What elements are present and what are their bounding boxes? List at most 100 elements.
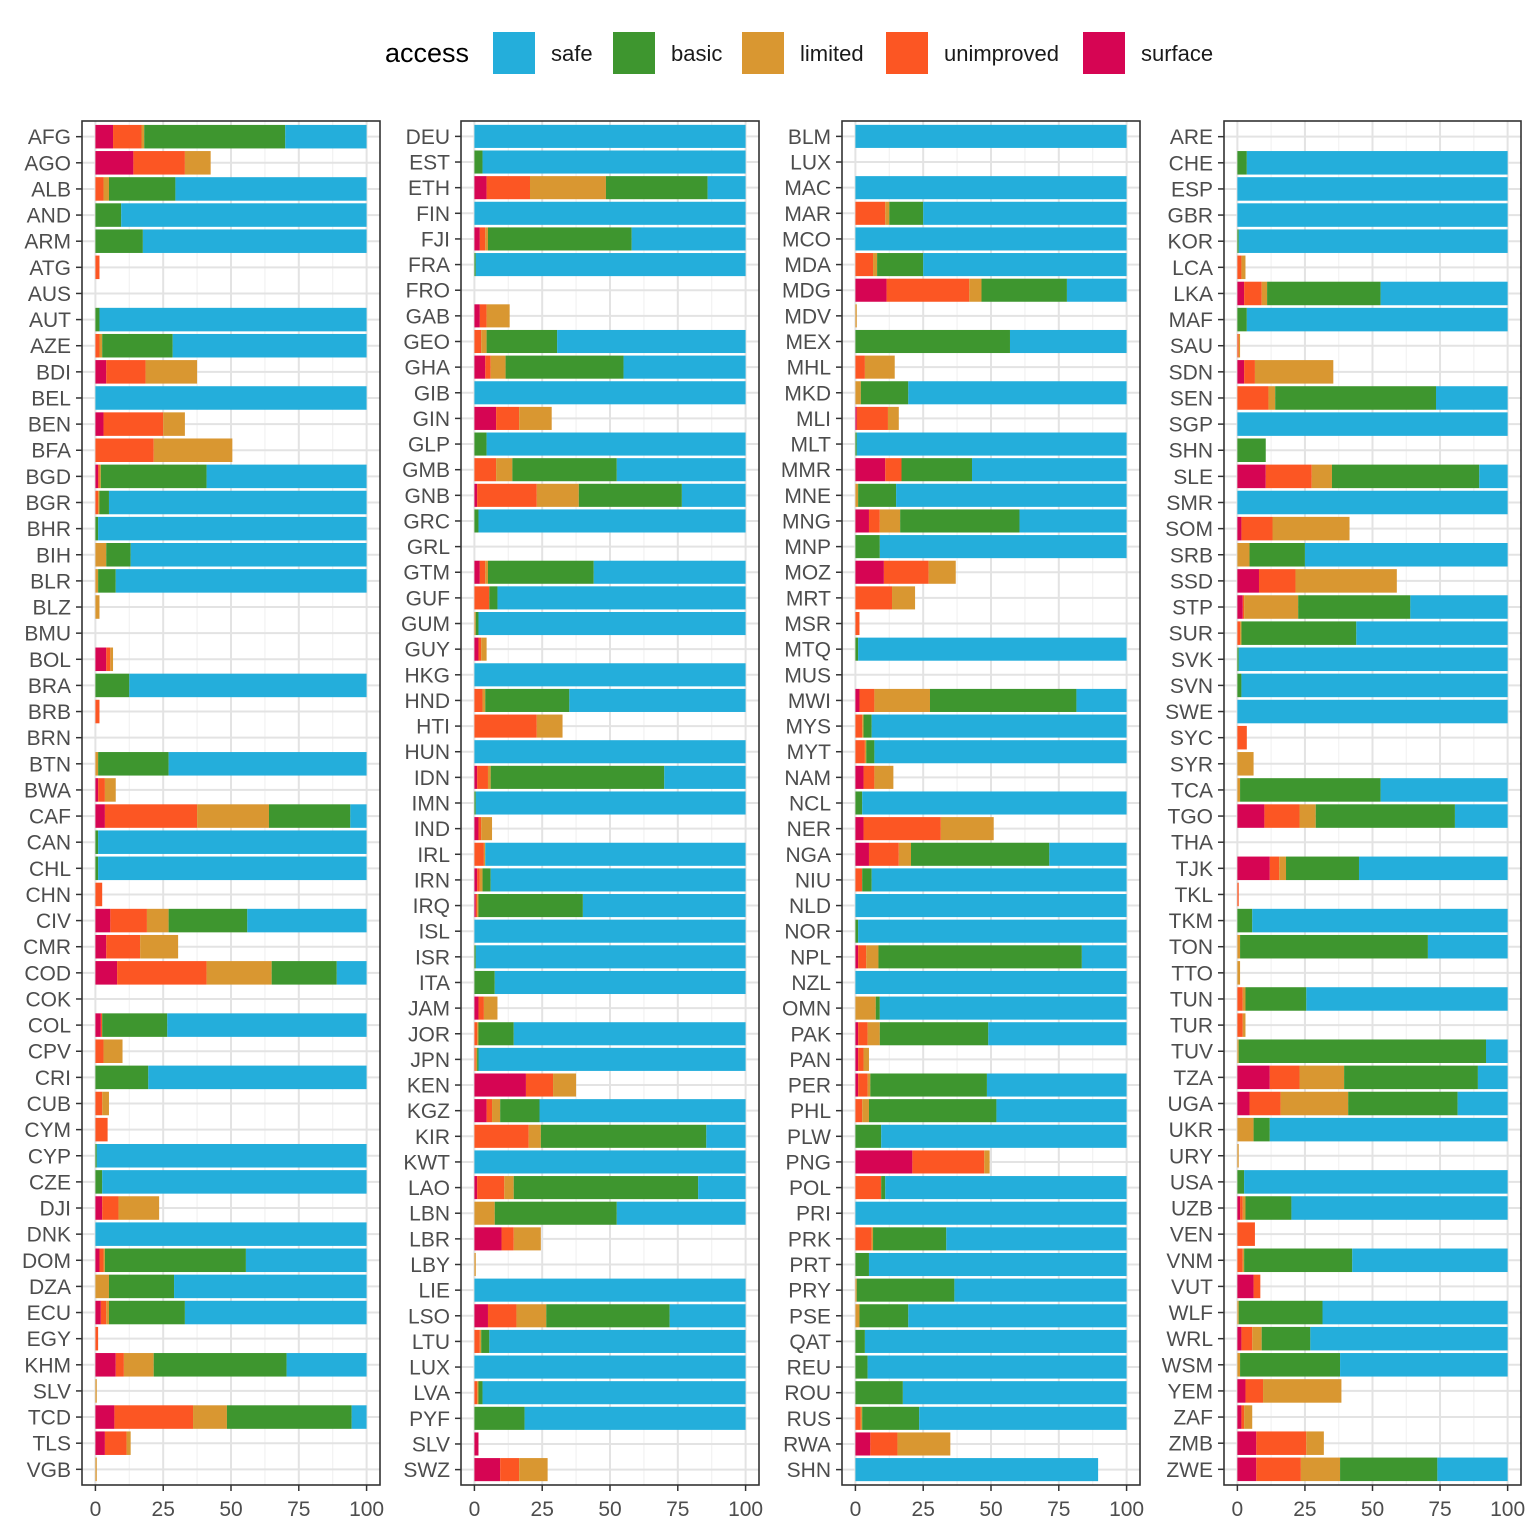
bar-gha-safe [623, 355, 746, 379]
bar-ben-surface [95, 412, 104, 436]
bar-tgo-unimproved [1264, 804, 1300, 828]
category-label: YEM [1167, 1380, 1213, 1403]
category-label: FRO [406, 280, 450, 303]
bar-tkm-safe [1252, 908, 1508, 933]
facet-panel-2: DEUESTETHFINFJIFRAFROGABGEOGHAGIBGINGLPG… [401, 120, 763, 1521]
bar-swe-safe [1237, 699, 1508, 724]
bar-lso-basic [546, 1304, 670, 1328]
panels: AFG AGO ALB AND ARM ATG AUS AUT AZE BDI BEL BEN BFA B… [22, 120, 1525, 1521]
bar-jpn-limited [475, 1047, 478, 1071]
category-label: OMN [782, 998, 831, 1021]
bar-kir-unimproved [474, 1124, 529, 1148]
bar-can-safe [98, 830, 367, 854]
category-label: BLM [788, 126, 831, 149]
bar-cod-basic [271, 961, 337, 985]
bar-mng-unimproved [868, 509, 880, 533]
bar-mnp-safe [879, 535, 1127, 559]
bar-pse-basic [859, 1304, 909, 1328]
bar-sau-unimproved [1237, 333, 1239, 358]
bar-isr-safe [475, 945, 746, 969]
bar-uga-surface [1237, 1091, 1250, 1116]
bar-ind-limited [481, 817, 493, 841]
bar-omn-safe [879, 996, 1127, 1020]
bar-tza-unimproved [1269, 1065, 1300, 1090]
bar-tuv-limited [1237, 1039, 1239, 1063]
bar-guy-limited [481, 637, 487, 661]
bar-tcd-surface [95, 1405, 115, 1429]
category-label: COD [24, 962, 71, 985]
bar-mli-surface [855, 406, 857, 430]
bar-lka-basic [1267, 281, 1381, 306]
x-tick-label: 75 [1047, 1498, 1070, 1521]
category-label: HND [405, 690, 451, 713]
category-label: PNG [785, 1151, 831, 1174]
bar-irl-safe [485, 842, 746, 866]
category-label: MCO [782, 228, 831, 251]
bar-mng-limited [879, 509, 901, 533]
bar-ssd-unimproved [1258, 569, 1296, 593]
category-label: AFG [28, 126, 71, 149]
bar-sle-surface [1237, 464, 1266, 489]
bar-cod-safe [336, 961, 367, 985]
category-label: SDN [1169, 361, 1213, 384]
category-label: MNP [784, 536, 831, 559]
category-label: MKD [784, 382, 831, 405]
category-label: UKR [1169, 1119, 1213, 1142]
bar-lux-safe [474, 1355, 746, 1379]
category-label: GBR [1167, 205, 1213, 228]
category-label: TUN [1170, 988, 1213, 1011]
category-label: TON [1169, 936, 1213, 959]
bar-dji-surface [95, 1196, 103, 1220]
bar-dom-unimproved [99, 1248, 104, 1273]
bar-svk-basic [1237, 647, 1239, 672]
bar-tjk-safe [1358, 856, 1508, 881]
bar-sgp-safe [1237, 412, 1508, 436]
category-label: RWA [783, 1433, 831, 1456]
bar-tjk-surface [1237, 856, 1270, 881]
bar-per-surface [855, 1073, 859, 1097]
bar-mne-basic [858, 483, 897, 507]
bar-lbr-limited [513, 1227, 541, 1251]
category-label: IRL [417, 844, 450, 867]
bar-kgz-basic [500, 1099, 540, 1123]
bar-fin-safe [474, 201, 746, 225]
category-label: LBR [409, 1228, 450, 1251]
category-label: SMR [1166, 492, 1213, 515]
bar-phl-safe [996, 1099, 1127, 1123]
legend-key-safe [493, 32, 535, 74]
bar-jpn-unimproved [474, 1047, 476, 1071]
bar-niu-unimproved [855, 868, 863, 892]
category-label: KHM [24, 1354, 71, 1377]
bar-mlt-safe [856, 432, 1127, 456]
bar-myt-basic [866, 740, 875, 764]
bar-ton-basic [1240, 934, 1428, 959]
category-label: MSR [784, 613, 831, 636]
bar-cod-limited [206, 961, 272, 985]
bar-gum-safe [478, 611, 746, 636]
category-label: IMN [412, 793, 451, 816]
bar-sen-basic [1275, 386, 1437, 410]
bar-bwa-surface [95, 778, 99, 802]
bar-hun-safe [474, 740, 746, 764]
bar-tur-limited [1242, 1013, 1246, 1037]
x-tick-label: 75 [1428, 1498, 1451, 1521]
bar-nga-unimproved [868, 842, 899, 866]
bar-alb-safe [175, 177, 367, 201]
bar-blr-safe [115, 569, 367, 593]
bar-mtq-basic [855, 637, 859, 661]
category-label: VNM [1166, 1250, 1213, 1273]
category-label: SSD [1170, 570, 1213, 593]
category-label: NIU [795, 869, 831, 892]
bar-bgd-safe [206, 464, 367, 489]
category-label: KWT [403, 1151, 450, 1174]
bar-fji-limited [485, 227, 488, 251]
category-label: TCD [28, 1407, 71, 1430]
bar-mnp-basic [855, 535, 880, 559]
bar-arm-basic [95, 229, 143, 253]
bar-maf-safe [1246, 307, 1508, 332]
bar-caf-surface [95, 804, 105, 828]
bar-sur-limited [1240, 621, 1242, 645]
bar-lbr-surface [474, 1227, 502, 1251]
bar-plw-safe [881, 1124, 1127, 1148]
bar-ssd-surface [1237, 569, 1259, 593]
